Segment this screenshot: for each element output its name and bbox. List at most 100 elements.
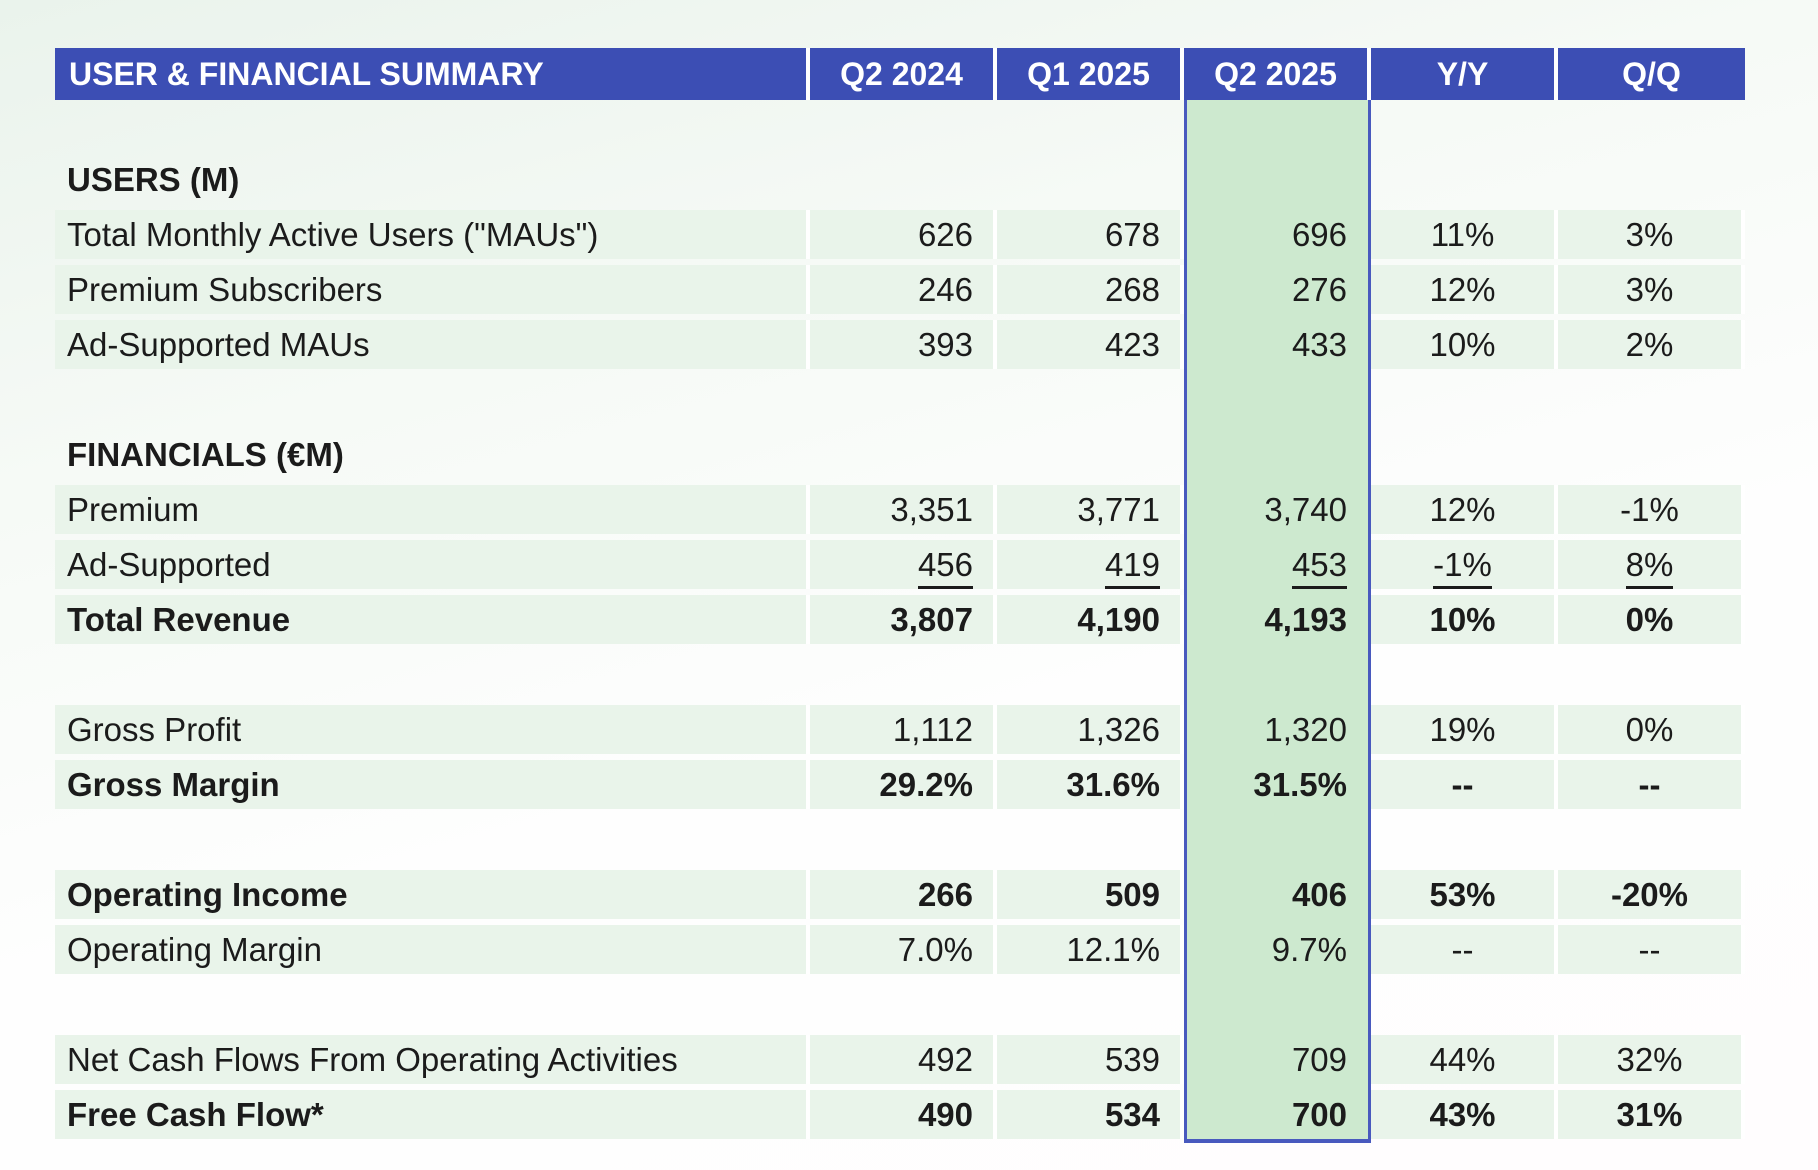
- cell-value-highlighted: [1184, 815, 1371, 864]
- cell-value: 7.0%: [810, 925, 997, 974]
- cell-value: 3,807: [810, 595, 997, 644]
- cell-value: 490: [810, 1090, 997, 1139]
- cell-value: 0%: [1558, 595, 1745, 644]
- cell-value: 626: [810, 210, 997, 259]
- cell-value-highlighted: 406: [1291, 876, 1347, 913]
- cell-value: [997, 650, 1184, 699]
- cell-value-highlighted: 696: [1291, 216, 1347, 253]
- cell-value: --: [1558, 925, 1745, 974]
- row-label: Premium Subscribers: [55, 265, 810, 314]
- cell-value: [1371, 100, 1558, 149]
- cell-value-highlighted: 9.7%: [1271, 931, 1347, 968]
- section-row: FINANCIALS (€M): [55, 430, 1745, 479]
- cell-value-highlighted: 31.5%: [1253, 766, 1347, 803]
- underlined-value: 456: [917, 546, 973, 589]
- cell-value: [1371, 815, 1558, 864]
- cell-value: --: [1558, 760, 1745, 809]
- row-label: [55, 650, 810, 699]
- spacer-row: [55, 100, 1745, 149]
- cell-value: 31.6%: [997, 760, 1184, 809]
- cell-value: 678: [997, 210, 1184, 259]
- cell-value: [810, 375, 997, 424]
- cell-value: 534: [997, 1090, 1184, 1139]
- underlined-value: -1%: [1433, 546, 1492, 589]
- table-row-net-cash-flows-from-operating-activities: Net Cash Flows From Operating Activities…: [55, 1035, 1745, 1084]
- highlight-column-q2-2025: [1184, 100, 1371, 1143]
- cell-value: 423: [997, 320, 1184, 369]
- cell-value: 8%: [1558, 540, 1745, 589]
- cell-value: -20%: [1558, 870, 1745, 919]
- cell-value: 393: [810, 320, 997, 369]
- cell-value: 12.1%: [997, 925, 1184, 974]
- cell-value: [997, 980, 1184, 1029]
- cell-value: 31%: [1558, 1090, 1745, 1139]
- cell-value: [1558, 980, 1745, 1029]
- cell-value: 12%: [1371, 265, 1558, 314]
- row-label: [55, 980, 810, 1029]
- cell-value: [1558, 155, 1745, 204]
- cell-value: [1558, 650, 1745, 699]
- row-label: Total Revenue: [55, 595, 810, 644]
- column-header-y-y: Y/Y: [1371, 48, 1558, 100]
- cell-value: 456: [810, 540, 997, 589]
- cell-value: [810, 430, 997, 479]
- table-row-operating-income: Operating Income 266 509 406 53% -20%: [55, 870, 1745, 919]
- cell-value: [1371, 650, 1558, 699]
- cell-value: 2%: [1558, 320, 1745, 369]
- cell-value: 3%: [1558, 210, 1745, 259]
- cell-value: 53%: [1371, 870, 1558, 919]
- table-row-premium: Premium 3,351 3,771 3,740 12% -1%: [55, 485, 1745, 534]
- cell-value: [997, 155, 1184, 204]
- financial-summary-table: USER & FINANCIAL SUMMARY Q2 2024 Q1 2025 Q…: [55, 48, 1745, 1145]
- cell-value: 11%: [1371, 210, 1558, 259]
- cell-value-highlighted: 1,320: [1264, 711, 1347, 748]
- row-label: [55, 815, 810, 864]
- table-row-free-cash-flow: Free Cash Flow* 490 534 700 43% 31%: [55, 1090, 1745, 1139]
- cell-value-highlighted: [1184, 430, 1371, 479]
- cell-value-highlighted: 700: [1291, 1096, 1347, 1133]
- row-label: Operating Income: [55, 870, 810, 919]
- table-row-total-revenue: Total Revenue 3,807 4,190 4,193 10% 0%: [55, 595, 1745, 644]
- row-label: Gross Profit: [55, 705, 810, 754]
- cell-value: 12%: [1371, 485, 1558, 534]
- cell-value: [1371, 980, 1558, 1029]
- table-row-ad-supported-maus: Ad-Supported MAUs 393 423 433 10% 2%: [55, 320, 1745, 369]
- row-label: [55, 375, 810, 424]
- cell-value: [1558, 100, 1745, 149]
- row-label: Premium: [55, 485, 810, 534]
- cell-value-highlighted: 453: [1184, 540, 1371, 589]
- section-row: USERS (M): [55, 155, 1745, 204]
- row-label: Operating Margin: [55, 925, 810, 974]
- underlined-value: 8%: [1625, 546, 1674, 589]
- spacer-row: [55, 375, 1745, 424]
- table-title: USER & FINANCIAL SUMMARY: [55, 48, 810, 100]
- cell-value: 246: [810, 265, 997, 314]
- table-header-row: USER & FINANCIAL SUMMARY Q2 2024 Q1 2025 Q…: [55, 48, 1745, 100]
- row-label: Total Monthly Active Users ("MAUs"): [55, 210, 810, 259]
- cell-value: 492: [810, 1035, 997, 1084]
- cell-value: [997, 815, 1184, 864]
- cell-value: 3%: [1558, 265, 1745, 314]
- cell-value: [810, 815, 997, 864]
- cell-value: [810, 650, 997, 699]
- underlined-value: 453: [1291, 546, 1347, 589]
- row-label: Ad-Supported: [55, 540, 810, 589]
- cell-value-highlighted: [1184, 155, 1371, 204]
- cell-value: [1371, 375, 1558, 424]
- cell-value: 266: [810, 870, 997, 919]
- spacer-row: [55, 980, 1745, 1029]
- cell-value: [997, 430, 1184, 479]
- cell-value: 4,190: [997, 595, 1184, 644]
- cell-value: [997, 375, 1184, 424]
- row-label: Free Cash Flow*: [55, 1090, 810, 1139]
- table-row-gross-profit: Gross Profit 1,112 1,326 1,320 19% 0%: [55, 705, 1745, 754]
- spacer-row: [55, 650, 1745, 699]
- cell-value-highlighted: [1184, 100, 1371, 149]
- table-row-operating-margin: Operating Margin 7.0% 12.1% 9.7% -- --: [55, 925, 1745, 974]
- cell-value: [810, 980, 997, 1029]
- row-label: Net Cash Flows From Operating Activities: [55, 1035, 810, 1084]
- cell-value: 19%: [1371, 705, 1558, 754]
- table-row-gross-margin: Gross Margin 29.2% 31.6% 31.5% -- --: [55, 760, 1745, 809]
- cell-value: 0%: [1558, 705, 1745, 754]
- cell-value: [1558, 815, 1745, 864]
